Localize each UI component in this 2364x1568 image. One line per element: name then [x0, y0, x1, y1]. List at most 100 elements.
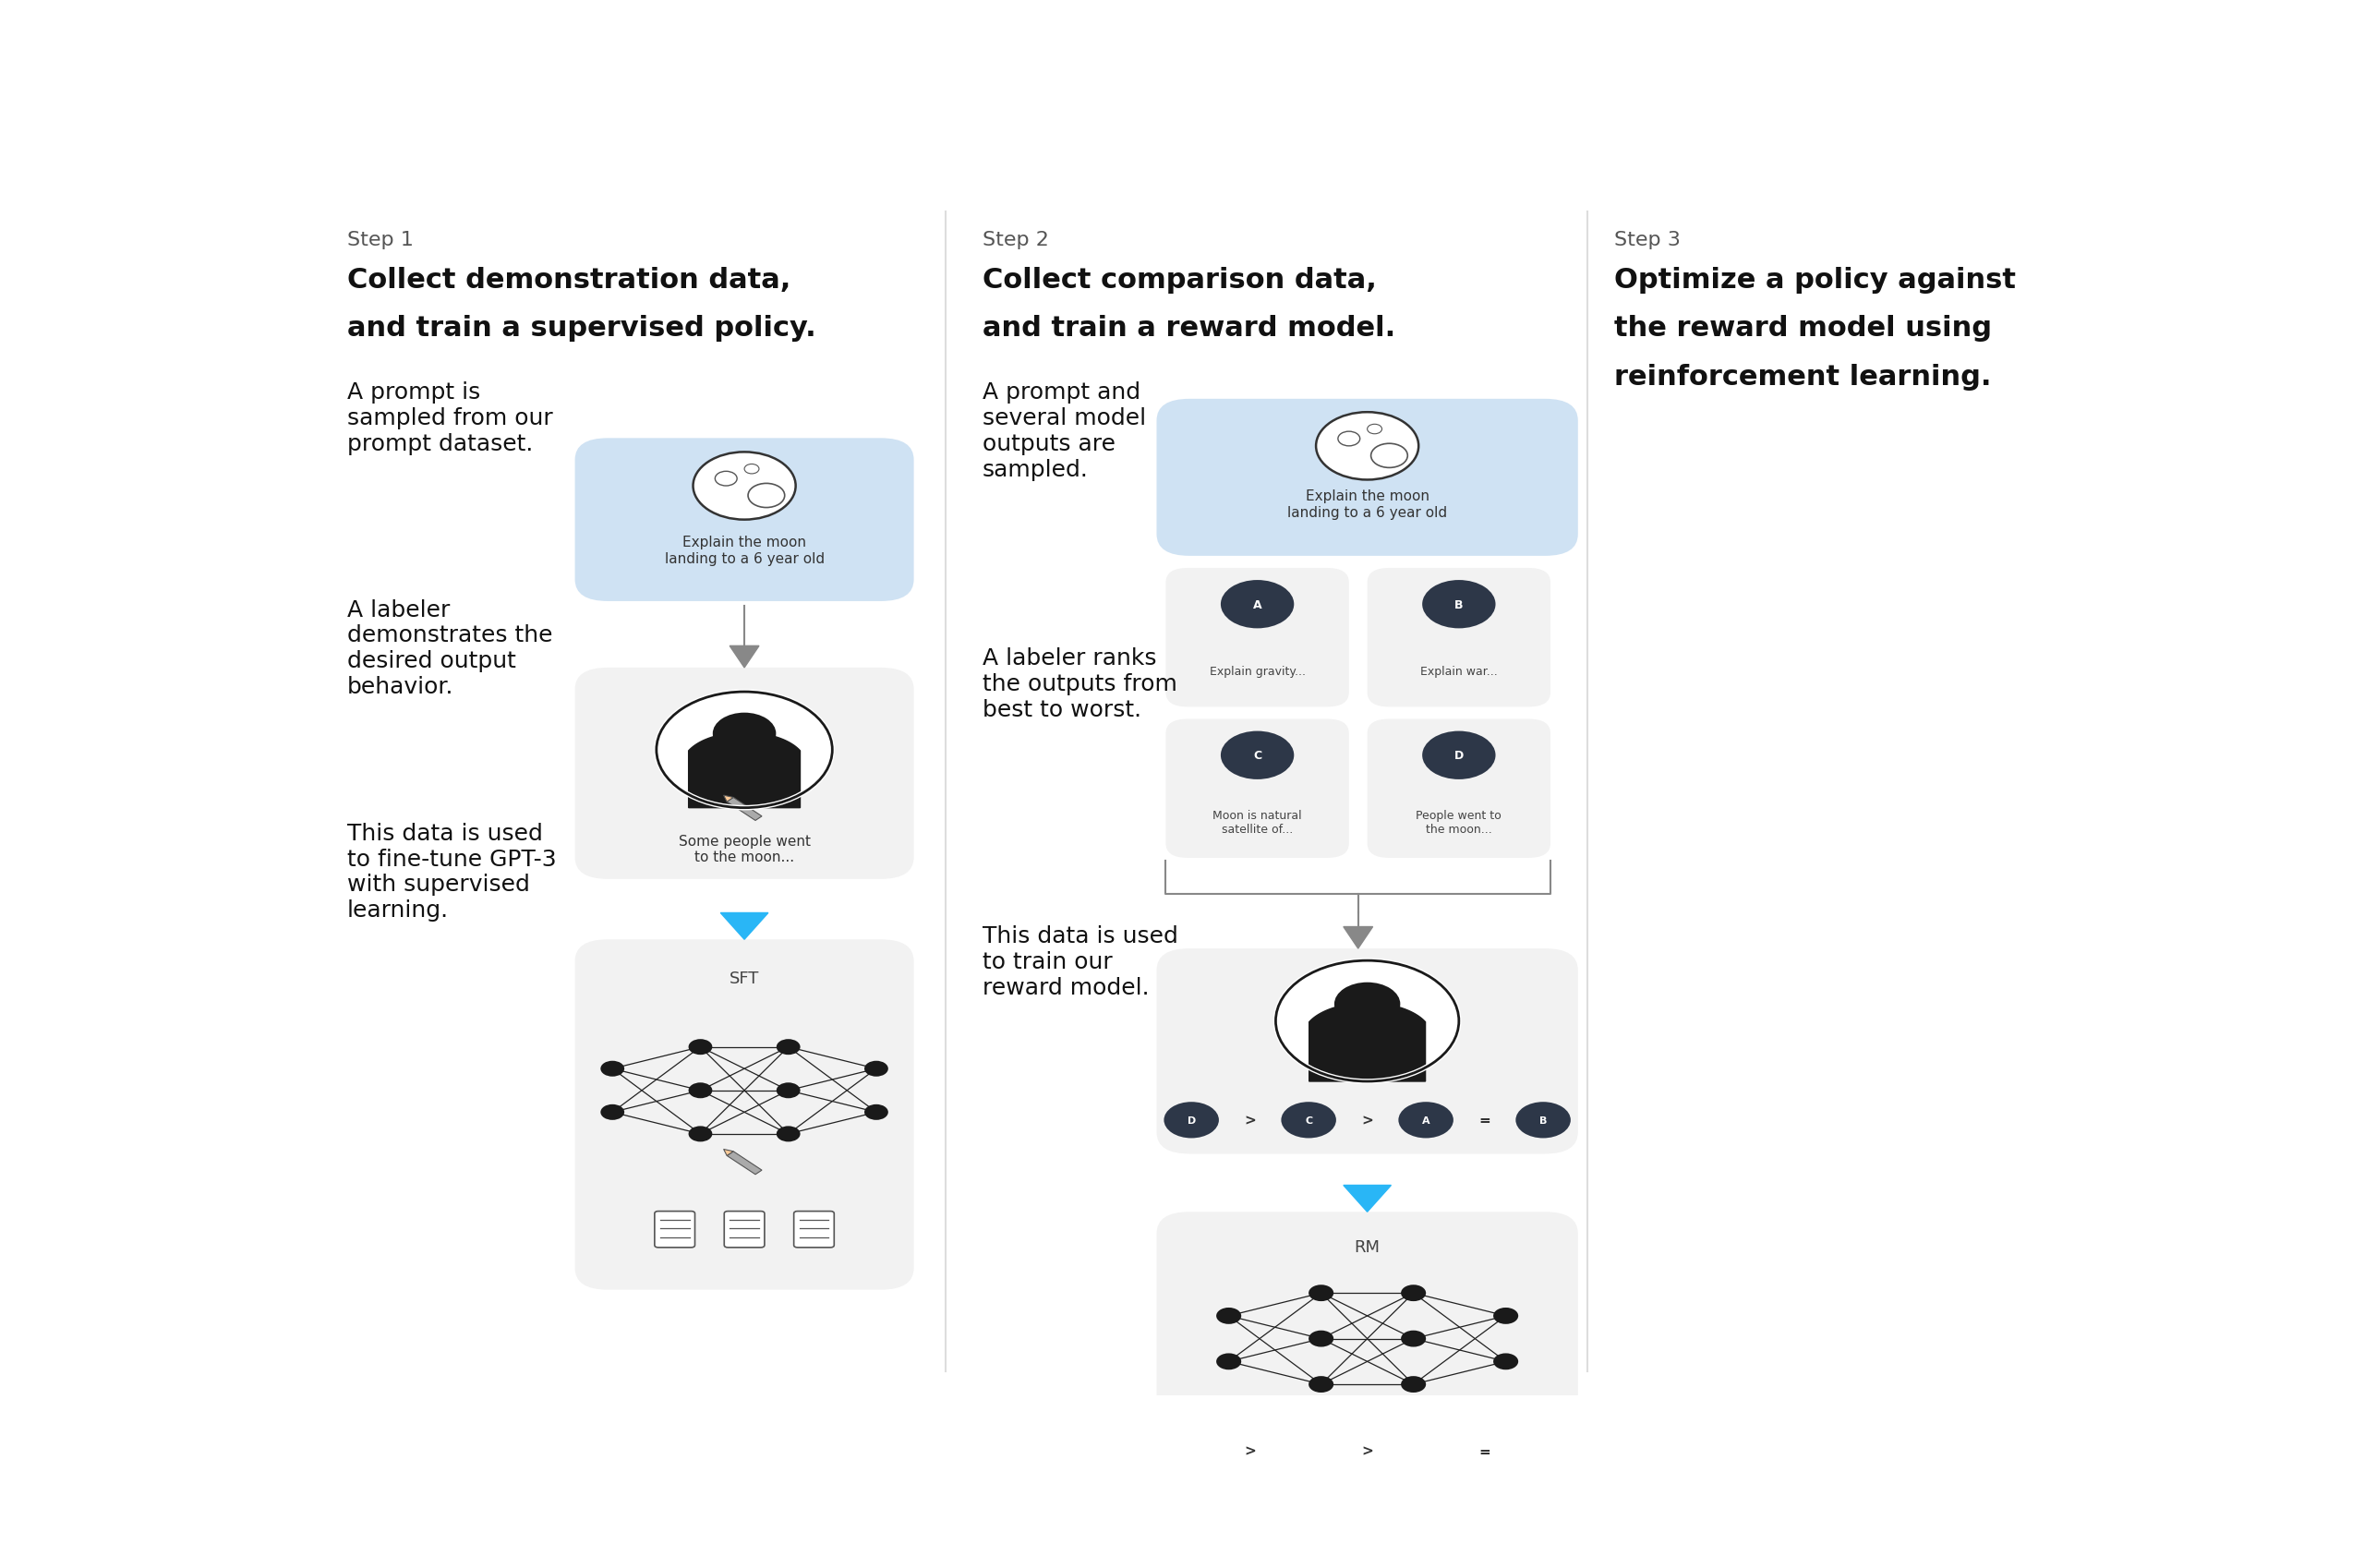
Polygon shape: [688, 732, 799, 808]
Circle shape: [1317, 412, 1418, 480]
Text: Optimize a policy against: Optimize a policy against: [1615, 267, 2016, 293]
Text: and train a reward model.: and train a reward model.: [983, 315, 1395, 342]
Text: Explain the moon
landing to a 6 year old: Explain the moon landing to a 6 year old: [1288, 489, 1447, 519]
Circle shape: [1163, 1433, 1220, 1469]
Circle shape: [1423, 731, 1496, 779]
Circle shape: [1310, 1331, 1333, 1347]
Text: SFT: SFT: [730, 971, 759, 986]
Circle shape: [1402, 1377, 1425, 1392]
Text: A: A: [1421, 1115, 1430, 1124]
Circle shape: [865, 1062, 889, 1077]
Circle shape: [775, 1040, 801, 1055]
Text: RM: RM: [1355, 1239, 1381, 1254]
Text: D: D: [1187, 1115, 1196, 1124]
Circle shape: [1215, 1353, 1241, 1370]
Polygon shape: [1343, 1185, 1390, 1212]
Circle shape: [1281, 1433, 1336, 1469]
Text: Step 3: Step 3: [1615, 230, 1681, 249]
Text: D: D: [1454, 750, 1463, 762]
FancyBboxPatch shape: [794, 1212, 834, 1248]
Text: Explain war...: Explain war...: [1421, 665, 1496, 677]
Text: the reward model using: the reward model using: [1615, 315, 1993, 342]
Polygon shape: [723, 1149, 733, 1156]
FancyBboxPatch shape: [574, 668, 915, 880]
Circle shape: [1402, 1284, 1425, 1301]
FancyBboxPatch shape: [1165, 569, 1350, 707]
Circle shape: [747, 485, 785, 508]
FancyBboxPatch shape: [1165, 720, 1350, 858]
Text: Step 2: Step 2: [983, 230, 1050, 249]
Circle shape: [657, 691, 832, 808]
Circle shape: [1338, 433, 1359, 447]
Text: reinforcement learning.: reinforcement learning.: [1615, 364, 1993, 390]
Circle shape: [1220, 580, 1293, 629]
Circle shape: [1215, 1308, 1241, 1325]
Circle shape: [865, 1104, 889, 1120]
Text: A prompt is
sampled from our
prompt dataset.: A prompt is sampled from our prompt data…: [348, 381, 553, 455]
Circle shape: [1494, 1308, 1518, 1325]
Text: >: >: [1243, 1113, 1255, 1127]
Text: Step 1: Step 1: [348, 230, 414, 249]
Text: C: C: [1305, 1115, 1312, 1124]
Circle shape: [1310, 1377, 1333, 1392]
FancyBboxPatch shape: [1156, 949, 1579, 1154]
Circle shape: [1277, 961, 1459, 1082]
Circle shape: [1402, 1331, 1425, 1347]
Text: C: C: [1305, 1446, 1312, 1455]
Circle shape: [1333, 983, 1399, 1025]
Circle shape: [1310, 1284, 1333, 1301]
Circle shape: [1515, 1433, 1570, 1469]
Circle shape: [600, 1104, 624, 1120]
Polygon shape: [1310, 1004, 1425, 1082]
Text: People went to
the moon...: People went to the moon...: [1416, 809, 1501, 834]
Circle shape: [693, 453, 797, 521]
Circle shape: [1163, 1102, 1220, 1138]
Circle shape: [714, 472, 738, 486]
Polygon shape: [723, 795, 733, 803]
Text: Some people went
to the moon...: Some people went to the moon...: [678, 834, 811, 864]
Circle shape: [1366, 425, 1383, 434]
Text: Explain gravity...: Explain gravity...: [1210, 665, 1305, 677]
Circle shape: [1220, 731, 1293, 779]
Circle shape: [1371, 444, 1407, 469]
Text: Moon is natural
satellite of...: Moon is natural satellite of...: [1213, 809, 1303, 834]
Text: Collect comparison data,: Collect comparison data,: [983, 267, 1376, 293]
Text: >: >: [1362, 1113, 1373, 1127]
Circle shape: [688, 1040, 712, 1055]
Circle shape: [775, 1083, 801, 1099]
Circle shape: [1399, 1102, 1454, 1138]
Circle shape: [1399, 1433, 1454, 1469]
Text: A labeler
demonstrates the
desired output
behavior.: A labeler demonstrates the desired outpu…: [348, 599, 553, 698]
Polygon shape: [1343, 927, 1373, 949]
Polygon shape: [721, 913, 768, 939]
Text: A: A: [1421, 1446, 1430, 1455]
Text: A labeler ranks
the outputs from
best to worst.: A labeler ranks the outputs from best to…: [983, 648, 1177, 720]
Text: C: C: [1253, 750, 1262, 762]
Text: This data is used
to fine-tune GPT-3
with supervised
learning.: This data is used to fine-tune GPT-3 wit…: [348, 822, 556, 920]
Text: This data is used
to train our
reward model.: This data is used to train our reward mo…: [983, 925, 1177, 999]
Text: =: =: [1478, 1444, 1489, 1458]
Text: A: A: [1253, 599, 1262, 610]
Text: B: B: [1454, 599, 1463, 610]
Text: Collect demonstration data,: Collect demonstration data,: [348, 267, 790, 293]
FancyBboxPatch shape: [1366, 720, 1551, 858]
Circle shape: [600, 1062, 624, 1077]
Text: >: >: [1243, 1444, 1255, 1458]
Circle shape: [1515, 1102, 1570, 1138]
Circle shape: [745, 464, 759, 474]
Circle shape: [712, 713, 775, 754]
FancyBboxPatch shape: [1156, 400, 1579, 557]
FancyBboxPatch shape: [1366, 569, 1551, 707]
FancyBboxPatch shape: [1156, 1212, 1579, 1490]
Text: A prompt and
several model
outputs are
sampled.: A prompt and several model outputs are s…: [983, 381, 1147, 480]
Circle shape: [688, 1083, 712, 1099]
Circle shape: [775, 1126, 801, 1142]
FancyBboxPatch shape: [723, 1212, 764, 1248]
Circle shape: [688, 1126, 712, 1142]
Text: D: D: [1187, 1446, 1196, 1455]
Text: B: B: [1539, 1446, 1546, 1455]
Text: >: >: [1362, 1444, 1373, 1458]
Polygon shape: [730, 646, 759, 668]
Text: =: =: [1478, 1113, 1489, 1127]
Text: and train a supervised policy.: and train a supervised policy.: [348, 315, 816, 342]
